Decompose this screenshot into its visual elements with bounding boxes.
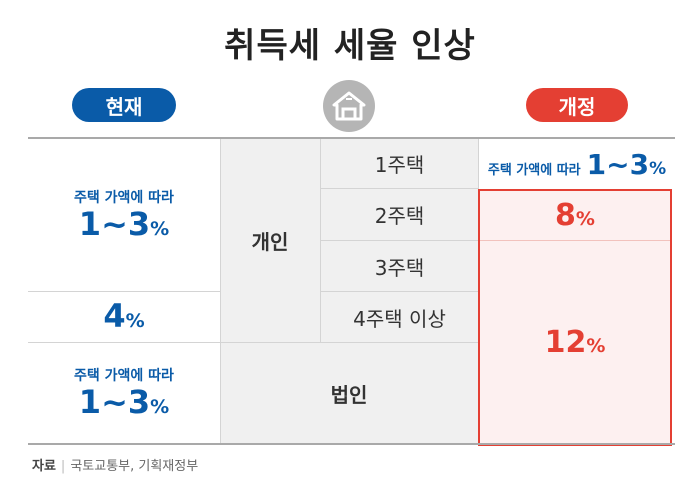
table-bottom-rule (28, 443, 675, 445)
revised-rate-two-house: 8% (480, 191, 670, 240)
individual-cell: 개인 (220, 139, 320, 342)
row-label-three-house: 3주택 (374, 255, 425, 280)
revised-one-house-caption: 주택 가액에 따라 (487, 162, 581, 178)
row-label-two-house: 2주택 (374, 204, 425, 228)
house-icon-badge (323, 80, 375, 132)
current-rate-corporate: 주택 가액에 따라 1~3% (28, 343, 220, 443)
revised-rate-three-plus: 12% (480, 241, 670, 444)
source-note: 자료 | 국토교통부, 기획재정부 (32, 455, 198, 474)
current-corporate-caption: 주택 가액에 따라 (74, 368, 174, 385)
grid-line (320, 188, 478, 189)
grid-line (220, 139, 221, 443)
revised-header-badge: 개정 (526, 88, 628, 122)
revised-one-house-value: 1~3% (586, 147, 667, 181)
table-top-rule (28, 137, 675, 139)
row-label-one-house: 1주택 (374, 153, 425, 177)
revised-highlight-box (478, 189, 672, 446)
row-two-house: 2주택 (321, 189, 478, 240)
current-rate-caption: 주택 가액에 따라 (74, 190, 174, 207)
source-separator: | (60, 459, 66, 474)
row-three-house: 3주택 (321, 241, 478, 291)
grid-line (320, 291, 478, 292)
row-label-four-plus-house: 4주택 이상 (353, 306, 446, 331)
current-corporate-value: 1~3% (78, 383, 170, 422)
revised-rate-one-house: 주택 가액에 따라 1~3% (479, 139, 675, 189)
grid-line (478, 139, 479, 189)
individual-label: 개인 (251, 230, 289, 254)
current-rate-one-to-three: 주택 가액에 따라 1~3% (28, 139, 220, 291)
corporate-cell: 법인 (220, 343, 478, 443)
current-header-badge: 현재 (72, 88, 176, 122)
page-title: 취득세 세율 인상 (224, 26, 476, 66)
house-icon (332, 91, 366, 121)
revised-highlight-divider (480, 240, 670, 241)
revised-header-label: 개정 (558, 94, 596, 119)
row-one-house: 1주택 (321, 139, 478, 188)
current-rate-value: 1~3% (78, 205, 170, 244)
current-four-plus-value: 4% (103, 297, 145, 336)
current-header-label: 현재 (105, 94, 143, 119)
source-label: 자료 (32, 459, 56, 474)
grid-line (28, 291, 220, 292)
grid-line (28, 342, 478, 343)
row-four-plus-house: 4주택 이상 (321, 292, 478, 342)
revised-two-house-value: 8% (555, 198, 595, 233)
source-text: 국토교통부, 기획재정부 (70, 459, 199, 474)
revised-three-plus-value: 12% (544, 325, 606, 360)
corporate-label: 법인 (330, 382, 368, 407)
current-rate-four-plus: 4% (28, 292, 220, 342)
grid-line (320, 240, 478, 241)
